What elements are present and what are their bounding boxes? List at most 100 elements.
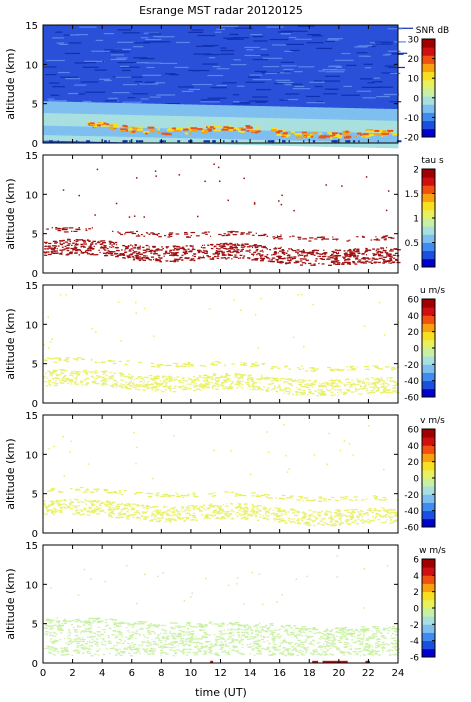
colorbar-segment xyxy=(422,461,435,471)
colorbar-label: u m/s xyxy=(420,286,445,296)
colorbar-tick-label: -20 xyxy=(404,491,419,501)
colorbar-segment xyxy=(422,177,435,186)
colorbar-segment xyxy=(422,218,435,227)
y-tick-label: 10 xyxy=(25,580,38,591)
colorbar-segment xyxy=(422,453,435,463)
colorbar-tick-label: 20 xyxy=(408,328,420,338)
colorbar-tick-label: -2 xyxy=(410,621,419,631)
colorbar-segment xyxy=(422,193,435,203)
y-axis-label: altitude (km) xyxy=(4,308,17,379)
colorbar-segment xyxy=(422,185,435,194)
y-tick-label: 5 xyxy=(32,360,38,371)
colorbar-3: u m/s60 40 20 0 -20 -40 -60 xyxy=(404,286,445,404)
x-axis-label: time (UT) xyxy=(195,686,247,699)
y-tick-label: 10 xyxy=(25,60,38,71)
colorbar-segment xyxy=(422,632,435,642)
y-tick-label: 0 xyxy=(32,399,38,410)
colorbar-segment xyxy=(422,88,435,97)
colorbar-segment xyxy=(422,226,435,235)
x-tick-label: 20 xyxy=(332,668,345,679)
colorbar-segment xyxy=(422,71,435,81)
y-axis-label: altitude (km) xyxy=(4,568,17,639)
colorbar-tick-label: 1 xyxy=(413,215,419,225)
colorbar-tick-label: -40 xyxy=(404,377,419,387)
colorbar-segment xyxy=(422,96,435,105)
colorbar-segment xyxy=(422,242,435,252)
colorbar-tick-label: 10 xyxy=(408,75,420,85)
colorbar-tick-label: 0 xyxy=(413,94,419,104)
colorbar-segment xyxy=(422,307,435,316)
colorbar-segment xyxy=(422,380,435,390)
x-tick-label: 2 xyxy=(69,668,75,679)
colorbar-segment xyxy=(422,608,435,617)
colorbar-tick-label: 4 xyxy=(413,572,419,582)
colorbar-tick-label: 2 xyxy=(413,166,419,176)
x-tick-label: 4 xyxy=(99,668,105,679)
panel-1-field xyxy=(43,25,414,149)
colorbar-segment xyxy=(422,63,435,73)
colorbar-segment xyxy=(422,209,435,219)
colorbar-segment xyxy=(422,648,435,658)
y-tick-label: 15 xyxy=(25,151,38,162)
x-tick-label: 16 xyxy=(273,668,286,679)
colorbar-tick-label: 6 xyxy=(413,556,419,566)
colorbar-tick-label: 30 xyxy=(408,36,420,46)
colorbar-tick-label: 0 xyxy=(413,605,419,615)
colorbar-segment xyxy=(422,616,435,625)
x-tick-label: 6 xyxy=(129,668,135,679)
colorbar-segment xyxy=(422,494,435,503)
colorbar-label: tau s xyxy=(421,156,444,166)
colorbar-2: tau s2 1.5 1 0.5 0 xyxy=(405,156,444,274)
colorbar-tick-label: 40 xyxy=(408,312,420,322)
x-tick-label: 14 xyxy=(244,668,257,679)
colorbar-segment xyxy=(422,599,435,609)
y-tick-label: 15 xyxy=(25,541,38,552)
colorbar-segment xyxy=(422,258,435,268)
y-tick-label: 5 xyxy=(32,100,38,111)
colorbar-segment xyxy=(422,575,435,584)
y-tick-label: 15 xyxy=(25,411,38,422)
colorbar-segment xyxy=(422,510,435,520)
colorbar-segment xyxy=(422,128,435,138)
x-tick-label: 10 xyxy=(185,668,198,679)
colorbar-tick-label: 60 xyxy=(408,296,420,306)
colorbar-segment xyxy=(422,348,435,357)
colorbar-segment xyxy=(422,437,435,446)
x-tick-label: 18 xyxy=(303,668,316,679)
colorbar-segment xyxy=(422,331,435,341)
colorbar-tick-label: -10 xyxy=(404,114,419,124)
x-tick-label: 22 xyxy=(362,668,375,679)
colorbar-segment xyxy=(422,559,435,568)
colorbar-tick-label: 0 xyxy=(413,264,419,274)
colorbar-tick-label: -4 xyxy=(410,637,419,647)
colorbar-label: w m/s xyxy=(419,546,446,556)
colorbar-segment xyxy=(422,567,435,576)
colorbar-tick-label: -20 xyxy=(404,361,419,371)
colorbar-tick-label: -20 xyxy=(404,134,419,144)
colorbar-tick-label: 0.5 xyxy=(405,239,419,249)
colorbar-5: w m/s6 4 2 0 -2 -4 -6 xyxy=(410,546,446,664)
colorbar-label: SNR dB xyxy=(416,26,449,36)
colorbar-tick-label: -6 xyxy=(410,654,419,664)
colorbar-segment xyxy=(422,47,435,56)
colorbar-segment xyxy=(422,478,435,487)
panel-2: 0 5 10 15 altitude (km) tau s2 1.5 1 0.5 0 xyxy=(4,151,444,280)
colorbar-segment xyxy=(422,201,435,211)
colorbar-tick-label: 0 xyxy=(413,345,419,355)
colorbar-segment xyxy=(422,234,435,243)
x-tick-label: 0 xyxy=(40,668,46,679)
panel-3-field xyxy=(43,285,400,403)
colorbar-segment xyxy=(422,339,435,349)
y-tick-label: 15 xyxy=(25,281,38,292)
colorbar-segment xyxy=(422,591,435,601)
colorbar-segment xyxy=(422,429,435,438)
y-tick-label: 0 xyxy=(32,529,38,540)
chart-title: Esrange MST radar 20120125 xyxy=(139,4,303,17)
colorbar-tick-label: -60 xyxy=(404,394,419,404)
y-tick-label: 0 xyxy=(32,659,38,670)
x-tick-label: 8 xyxy=(158,668,164,679)
colorbar-tick-label: 2 xyxy=(413,588,419,598)
